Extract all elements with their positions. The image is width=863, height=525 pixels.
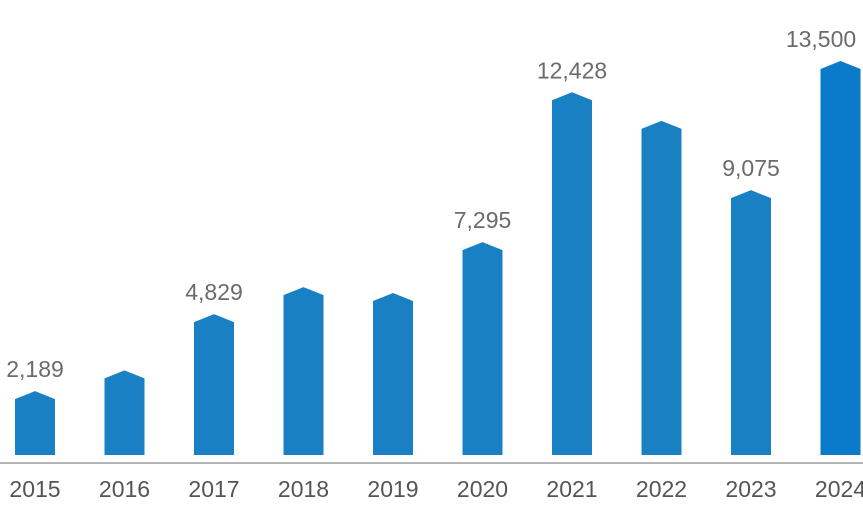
data-label-2021: 12,428: [537, 57, 607, 83]
data-label-2015: 2,189: [6, 356, 64, 382]
bar-2016: [104, 370, 145, 455]
x-tick-2018: 2018: [278, 476, 329, 502]
x-tick-2022: 2022: [636, 476, 687, 502]
x-tick-2017: 2017: [188, 476, 239, 502]
bars-group: [15, 61, 861, 456]
data-label-2017: 4,829: [185, 279, 243, 305]
x-tick-2023: 2023: [725, 476, 776, 502]
data-labels-group: 2,189 4,829 7,295 12,428 9,075 13,500: [6, 26, 856, 382]
x-tick-2024: 2024: [815, 476, 863, 502]
bar-2021: [552, 92, 592, 455]
data-label-2024: 13,500: [786, 26, 856, 52]
data-label-2023: 9,075: [722, 155, 780, 181]
bar-2017: [194, 314, 234, 455]
x-tick-2021: 2021: [546, 476, 597, 502]
x-tick-labels: 2015 2016 2017 2018 2019 2020 2021 2022 2023 2024: [9, 476, 863, 502]
bar-2023: [731, 190, 771, 455]
bar-2018: [283, 287, 324, 455]
x-tick-2019: 2019: [367, 476, 418, 502]
x-tick-2016: 2016: [99, 476, 150, 502]
bar-2024: [820, 61, 861, 455]
bar-2015: [15, 391, 55, 455]
bar-2020: [462, 242, 503, 455]
bar-2022: [641, 120, 682, 456]
bar-2019: [373, 293, 413, 455]
x-tick-2020: 2020: [457, 476, 508, 502]
data-label-2020: 7,295: [454, 207, 512, 233]
x-tick-2015: 2015: [9, 476, 60, 502]
